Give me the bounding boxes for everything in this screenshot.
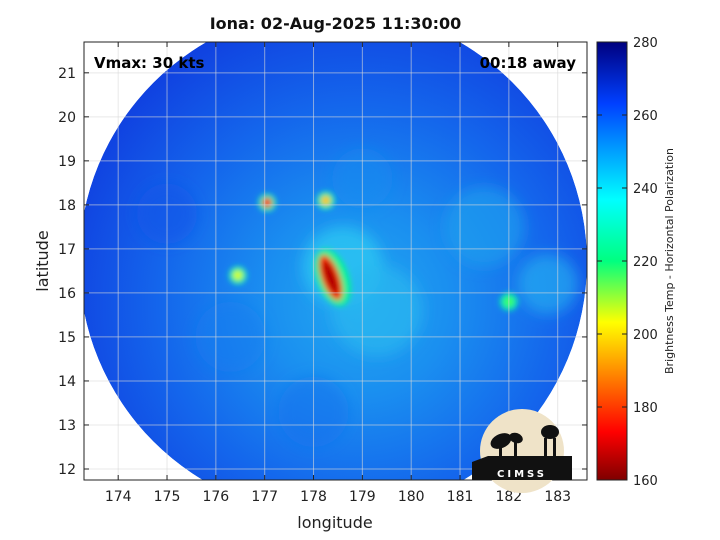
warm-region-2 — [444, 186, 525, 267]
convective-cells — [228, 191, 518, 311]
y-tick-label: 17 — [58, 242, 76, 258]
y-tick-label: 12 — [58, 462, 76, 478]
x-tick-label: 177 — [251, 489, 278, 505]
y-tick-label: 18 — [58, 198, 76, 214]
y-tick-label: 21 — [58, 66, 76, 82]
colorbar-tick-label: 240 — [633, 182, 658, 197]
time-away-annotation: 00:18 away — [480, 54, 577, 72]
y-tick-label: 14 — [58, 374, 76, 390]
warm-region-5 — [517, 254, 578, 315]
x-tick-label: 183 — [544, 489, 571, 505]
x-tick-label: 180 — [398, 489, 425, 505]
x-tick-label: 181 — [447, 489, 474, 505]
x-tick-label: 176 — [202, 489, 229, 505]
colorbar-tick-label: 280 — [633, 36, 658, 51]
cimss-logo: CIMSS — [472, 409, 572, 493]
y-tick-label: 13 — [58, 418, 76, 434]
colorbar-tick-label: 260 — [633, 109, 658, 124]
logo-text: CIMSS — [497, 469, 547, 480]
x-tick-label: 178 — [300, 489, 327, 505]
y-axis-ticks: 12 13 14 15 16 17 18 19 20 21 — [58, 66, 587, 478]
vmax-annotation: Vmax: 30 kts — [94, 54, 204, 72]
colorbar-label: Brightness Temp - Horizontal Polarizatio… — [663, 148, 676, 374]
y-tick-label: 20 — [58, 110, 76, 126]
x-axis-label: longitude — [297, 513, 372, 532]
y-tick-label: 15 — [58, 330, 76, 346]
y-axis-label: latitude — [33, 230, 52, 291]
colorbar-tick-label: 200 — [633, 328, 658, 343]
x-axis-ticks: 174 175 176 177 178 179 180 181 182 183 — [105, 42, 571, 505]
grid-lines — [84, 42, 587, 480]
north-cell — [258, 193, 277, 212]
colorbar-tick-label: 180 — [633, 401, 658, 416]
x-tick-label: 174 — [105, 489, 132, 505]
north-east-cell — [316, 191, 335, 210]
colorbar-tick-label: 220 — [633, 255, 658, 270]
x-tick-label: 182 — [495, 489, 522, 505]
y-tick-label: 16 — [58, 286, 76, 302]
west-cell — [228, 266, 247, 285]
plot-frame — [83, 41, 588, 481]
central-convection-band — [314, 248, 351, 307]
y-tick-label: 19 — [58, 154, 76, 170]
x-tick-label: 175 — [154, 489, 181, 505]
colorbar-tick-label: 160 — [633, 474, 658, 489]
x-tick-label: 179 — [349, 489, 376, 505]
colorbar-ticks: 160 180 200 220 240 260 280 — [597, 36, 658, 489]
warm-region-1 — [332, 265, 423, 356]
map-title: Iona: 02-Aug-2025 11:30:00 — [209, 14, 462, 33]
